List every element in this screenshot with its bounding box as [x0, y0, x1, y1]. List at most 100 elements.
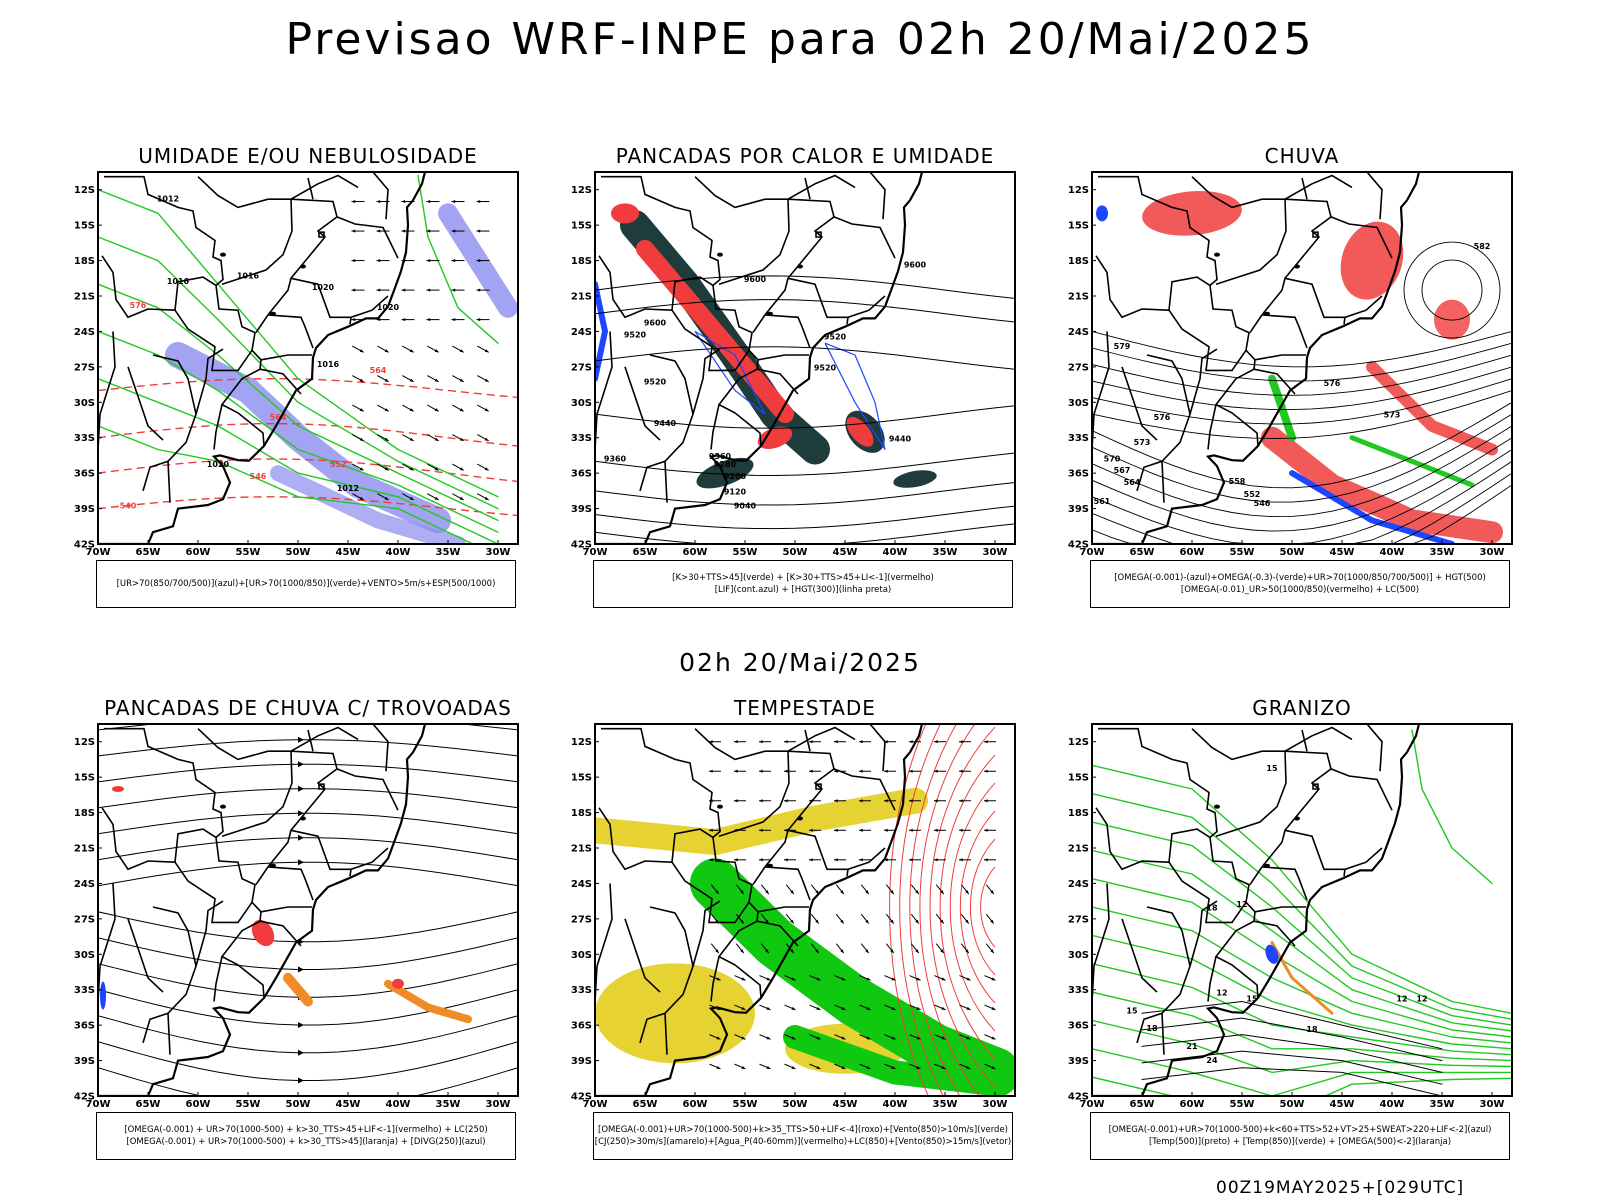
- wind-arrow: [959, 769, 971, 773]
- shaded-area: [112, 785, 124, 792]
- wind-arrow: [985, 913, 995, 924]
- wind-arrow: [451, 229, 465, 233]
- legend-box: [OMEGA(-0.001)+UR>70(1000-500)+k<60+TTS>…: [1090, 1112, 1510, 1160]
- wind-arrow: [935, 884, 945, 895]
- lon-label: 60W: [1180, 547, 1205, 558]
- wind-arrow: [884, 858, 896, 862]
- map-canvas: 15 18 12 12 15 18 21 24 12 12 15 18 12S 15S 18S 21S 24S 2…: [1068, 723, 1513, 1110]
- map-frame: [1091, 723, 1513, 1097]
- border-line: [290, 277, 389, 319]
- legend-line: [OMEGA(-0.01)_UR>50(1000/850)(vermelho) …: [1180, 585, 1420, 595]
- contour-label: 9600: [644, 319, 667, 328]
- wind-arrow: [759, 740, 771, 744]
- streamline: [98, 1067, 518, 1096]
- wind-arrow: [934, 799, 946, 803]
- border-line: [692, 348, 721, 415]
- border-line: [1253, 920, 1296, 947]
- wind-arrow: [759, 858, 771, 862]
- border-line: [267, 866, 314, 901]
- contour-label: 21: [1186, 1042, 1198, 1051]
- thickness-label: 576: [130, 301, 147, 310]
- wind-arrow: [810, 943, 820, 954]
- border-line: [372, 172, 389, 220]
- thickness-label: 564: [270, 413, 287, 422]
- height-contour: [1092, 366, 1512, 411]
- wind-arrow: [934, 1034, 946, 1040]
- wind-arrow: [984, 828, 996, 832]
- lon-label: 65W: [633, 1099, 658, 1110]
- border-line: [1330, 768, 1393, 811]
- lat-label: 42S: [571, 540, 592, 551]
- temp850-contour: [1411, 729, 1493, 885]
- lat-label: 18S: [571, 256, 592, 267]
- contour-label: 9040: [734, 502, 757, 511]
- wind-arrow: [909, 1034, 921, 1040]
- wind-arrow: [376, 259, 390, 263]
- contour-label: 1012: [337, 484, 359, 493]
- streamline-arrow: [298, 1022, 304, 1029]
- contour-label: 576: [1324, 379, 1341, 388]
- lat-label: 33S: [1068, 433, 1089, 444]
- lon-label: 30W: [486, 547, 511, 558]
- lon-label: 55W: [236, 1099, 261, 1110]
- contour-label: 552: [1244, 490, 1261, 499]
- wind-arrow: [860, 943, 870, 954]
- temp850-contour: [1092, 878, 1512, 1038]
- lat-label: 18S: [74, 256, 95, 267]
- wind-arrow: [427, 493, 439, 501]
- lon-label: 40W: [386, 547, 411, 558]
- field-layer: 15 18 12 12 15 18 21 24 12 12 15 18: [1092, 729, 1512, 1096]
- contour-label: 12: [1396, 995, 1407, 1004]
- wind-arrow: [734, 740, 746, 744]
- contour-label: 9440: [654, 419, 677, 428]
- lake: [797, 816, 803, 821]
- wind-arrow: [984, 975, 996, 981]
- lat-label: 39S: [571, 504, 592, 515]
- contour-label: 1020: [207, 460, 230, 469]
- border-line: [624, 918, 661, 993]
- border-line: [127, 918, 164, 993]
- contour-label: 12: [1416, 995, 1427, 1004]
- legend-box: [OMEGA(-0.001)+UR>70(1000-500)+k>35_TTS>…: [593, 1112, 1013, 1160]
- lon-label: 35W: [436, 547, 461, 558]
- map-frame: [97, 171, 519, 545]
- streamline: [98, 861, 518, 887]
- map-frame: [594, 723, 1016, 1097]
- lon-label: 55W: [1230, 547, 1255, 558]
- wind-arrow: [352, 404, 364, 412]
- streamline: [98, 989, 518, 1026]
- lon-label: 45W: [1330, 547, 1355, 558]
- wind-arrow: [784, 769, 796, 773]
- lake: [1214, 252, 1220, 257]
- wind-arrow: [477, 463, 489, 471]
- wind-arrow: [909, 828, 921, 832]
- border-line: [1136, 906, 1191, 1044]
- legend-box: [OMEGA(-0.001)-(azul)+OMEGA(-0.3)-(verde…: [1090, 560, 1510, 608]
- lc-contour: [939, 754, 996, 1060]
- wind-arrow: [809, 975, 821, 981]
- contour-label: 12: [1216, 989, 1227, 998]
- lat-label: 33S: [74, 433, 95, 444]
- temp850-contour: [1092, 821, 1512, 1026]
- contour-label: 9200: [724, 472, 747, 481]
- rain-band: [1261, 426, 1503, 544]
- lake: [300, 264, 306, 269]
- height-contour: [595, 505, 1015, 530]
- wind-arrow: [452, 404, 464, 412]
- humidity-contour: [98, 378, 499, 544]
- temp850-contour: [1092, 991, 1512, 1062]
- humidity-contour: [98, 283, 499, 522]
- rain-area: [1434, 299, 1470, 340]
- wind-arrow: [709, 828, 721, 832]
- panel-pancadas-trovoadas: PANCADAS DE CHUVA C/ TROVOADAS 12S 15S 18S…: [74, 696, 538, 1186]
- wind-arrow: [426, 318, 440, 322]
- border-line: [1254, 906, 1306, 913]
- wind-arrow: [885, 884, 895, 895]
- temp850-contour: [1092, 793, 1512, 1020]
- border-line: [764, 866, 811, 901]
- contour-label: 564: [1124, 478, 1141, 487]
- contour-label: 579: [1114, 342, 1131, 351]
- wind-arrow: [352, 375, 364, 383]
- wind-arrow: [426, 259, 440, 263]
- panel-title: UMIDADE E/OU NEBULOSIDADE: [138, 144, 478, 168]
